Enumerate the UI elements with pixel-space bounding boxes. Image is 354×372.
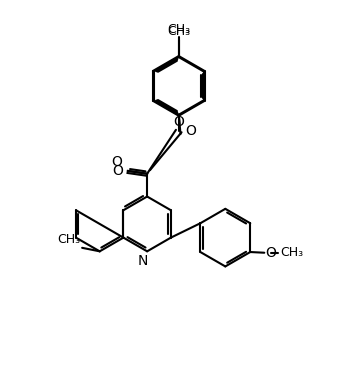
Text: O: O	[266, 246, 276, 260]
Text: O: O	[112, 155, 122, 169]
Text: O: O	[173, 115, 184, 129]
Text: CH₃: CH₃	[280, 246, 303, 259]
Text: CH₃: CH₃	[57, 233, 80, 246]
Text: O: O	[185, 124, 196, 138]
Text: O: O	[113, 164, 124, 178]
Text: CH₃: CH₃	[167, 23, 190, 36]
Text: CH₃: CH₃	[167, 26, 190, 38]
Text: N: N	[138, 254, 148, 268]
